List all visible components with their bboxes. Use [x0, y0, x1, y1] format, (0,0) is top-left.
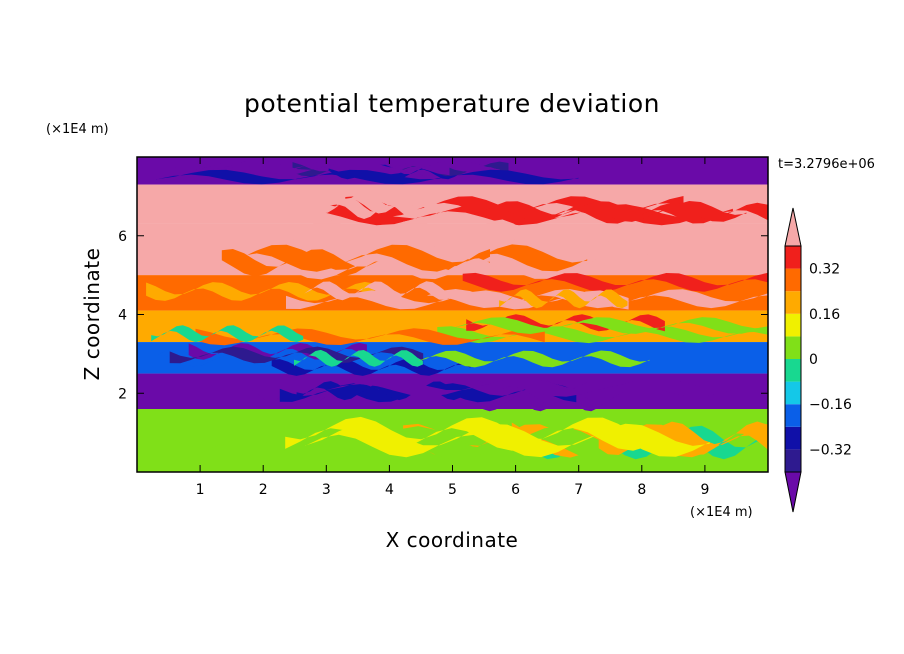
colorbar-tick-label: −0.16: [809, 397, 852, 413]
y-tick-label: 2: [118, 386, 127, 402]
y-axis-ticks: 2 4 6: [118, 229, 768, 402]
field-streak: [146, 281, 375, 301]
colorbar-tick-label: 0: [809, 352, 818, 368]
field-streak: [325, 377, 738, 397]
x-tick-label: 7: [574, 482, 583, 498]
colorbar-over-triangle: [784, 207, 802, 247]
field-streak: [262, 192, 437, 214]
colorbar-tick-label: 0.32: [809, 262, 840, 278]
colorbar-segment: [785, 246, 801, 269]
field-streak: [471, 201, 747, 222]
colorbar-under-triangle: [784, 471, 802, 513]
colorbar-segment: [785, 336, 801, 359]
x-tick-label: 2: [259, 482, 268, 498]
field-streak: [470, 392, 623, 412]
colorbar-tick-label: −0.32: [809, 442, 852, 458]
chart-title: potential temperature deviation: [244, 89, 660, 118]
colorbar-segment: [785, 381, 801, 405]
field-streak: [416, 350, 650, 368]
field-streak: [279, 383, 577, 403]
time-label: t=3.2796e+06: [778, 157, 875, 172]
field-streak: [437, 326, 768, 344]
x-axis-unit: (×1E4 m): [690, 505, 753, 520]
contour-field: [137, 157, 768, 472]
colorbar-segment: [785, 426, 801, 450]
x-tick-label: 1: [196, 482, 205, 498]
y-tick-label: 6: [118, 229, 127, 245]
colorbar-segment: [785, 449, 801, 472]
colorbar-segment: [785, 359, 801, 382]
field-streak: [462, 272, 768, 292]
field-streak: [169, 346, 424, 364]
field-streak: [499, 289, 628, 309]
field-streak: [286, 290, 629, 310]
field-streak: [466, 314, 665, 332]
field-streak: [294, 349, 423, 367]
colorbar-segment: [785, 404, 801, 427]
x-tick-label: 3: [322, 482, 331, 498]
field-streak: [296, 381, 461, 401]
colorbar-segment: [785, 268, 801, 292]
colorbar-segment: [785, 291, 801, 314]
x-tick-label: 8: [637, 482, 646, 498]
field-streak: [510, 202, 768, 224]
y-axis-unit: (×1E4 m): [46, 122, 109, 137]
field-streak: [196, 160, 500, 175]
field-streak: [289, 232, 655, 260]
field-streak: [156, 169, 579, 185]
field-streak: [269, 197, 421, 219]
y-axis-label: Z coordinate: [80, 248, 104, 381]
x-tick-label: 6: [511, 482, 520, 498]
field-streak: [305, 423, 710, 458]
field-streak: [293, 251, 635, 280]
x-axis-label: X coordinate: [386, 528, 519, 552]
x-tick-label: 5: [448, 482, 457, 498]
colorbar: 0.32 0.16 0 −0.16 −0.32: [784, 207, 852, 513]
field-streak: [260, 219, 525, 247]
y-tick-label: 4: [118, 308, 127, 324]
field-streak: [451, 317, 768, 334]
colorbar-tick-label: 0.16: [809, 307, 840, 323]
field-streak: [304, 281, 459, 301]
x-axis-ticks: 1 2 3 4 5 6 7 8 9: [196, 157, 709, 498]
field-streak: [151, 325, 304, 343]
x-tick-label: 9: [700, 482, 709, 498]
field-streak: [165, 426, 599, 461]
field-streak: [226, 244, 588, 272]
colorbar-frame: [784, 245, 802, 473]
colorbar-segment: [785, 313, 801, 337]
x-tick-label: 4: [385, 482, 394, 498]
